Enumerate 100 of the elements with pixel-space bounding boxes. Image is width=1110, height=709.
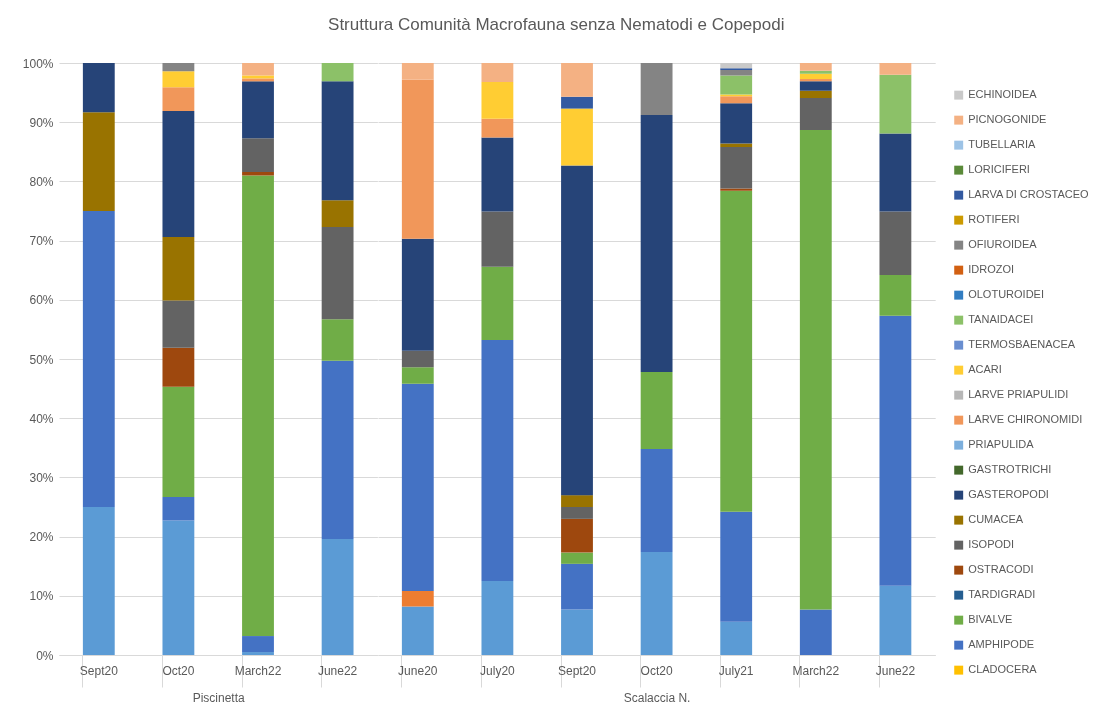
legend-label: OFIUROIDEA <box>968 238 1038 251</box>
bar <box>162 520 195 655</box>
bar <box>879 133 912 212</box>
bar <box>879 274 912 316</box>
bar <box>879 63 912 75</box>
x-tick-label: July21 <box>718 663 754 678</box>
bar <box>799 609 832 655</box>
bar <box>321 200 354 227</box>
bar <box>481 211 514 267</box>
bar <box>82 112 115 211</box>
bar <box>561 165 593 496</box>
chart-title: Struttura Comunità Macrofauna senza Nematodi e Copepodi <box>328 15 785 34</box>
x-tick-label: March22 <box>792 663 840 678</box>
bar <box>162 300 195 348</box>
legend-label: ROTIFERI <box>968 213 1020 226</box>
legend-label: LARVE PRIAPULIDI <box>968 388 1069 401</box>
x-tick-label: Sept20 <box>79 663 119 678</box>
legend-label: AMPHIPODE <box>968 638 1035 651</box>
bar <box>720 190 753 512</box>
bar <box>720 63 753 69</box>
bar <box>321 226 354 320</box>
x-tick-label: Sept20 <box>557 663 597 678</box>
y-tick-label: 80% <box>29 174 54 189</box>
bar <box>879 211 912 275</box>
legend-label: TERMOSBAENACEA <box>968 338 1076 351</box>
legend-label: PICNOGONIDE <box>968 113 1047 126</box>
x-axis-title: Piscinetta <box>192 691 246 705</box>
legend-label: TARDIGRADI <box>968 588 1036 601</box>
bar <box>242 63 274 76</box>
y-tick-label: 50% <box>29 352 54 367</box>
bar <box>799 73 832 79</box>
legend-label: CUMACEA <box>968 513 1024 526</box>
bar <box>481 581 514 655</box>
legend-label: BIVALVE <box>968 613 1013 626</box>
legend-label: GASTEROPODI <box>968 488 1049 501</box>
bar <box>401 383 434 592</box>
bar <box>720 96 753 104</box>
bar <box>561 63 593 97</box>
legend-label: TUBELLARIA <box>968 138 1037 151</box>
bar <box>481 118 514 138</box>
bar <box>799 97 832 130</box>
bar <box>720 511 753 622</box>
bar <box>879 315 912 586</box>
legend-label: LORICIFERI <box>968 163 1030 176</box>
bar <box>481 63 514 82</box>
bar <box>640 372 673 449</box>
bar <box>720 147 753 189</box>
bar <box>321 81 354 201</box>
legend-label: OLOTUROIDEI <box>968 288 1044 301</box>
bar <box>561 563 593 610</box>
bar <box>640 63 673 116</box>
bar <box>401 63 434 80</box>
bar <box>162 386 195 497</box>
y-tick-label: 40% <box>29 411 54 426</box>
x-tick-label: Oct20 <box>640 663 673 678</box>
bar <box>162 347 195 387</box>
x-tick-label: June22 <box>875 663 916 678</box>
legend-label: ECHINOIDEA <box>968 88 1038 101</box>
y-tick-label: 10% <box>29 589 54 604</box>
bar <box>561 518 593 553</box>
legend-label: GASTROTRICHI <box>968 463 1052 476</box>
bar <box>799 81 832 91</box>
x-tick-label: June20 <box>398 663 438 678</box>
bar <box>162 237 195 301</box>
y-tick-label: 70% <box>29 234 54 249</box>
bar <box>401 238 434 351</box>
bar <box>321 360 354 539</box>
x-tick-label: Oct20 <box>162 663 195 678</box>
bar <box>879 74 912 134</box>
bar <box>799 63 832 71</box>
legend-label: TANAIDACEI <box>968 313 1034 326</box>
x-axis-title: Scalaccia N. <box>623 691 691 705</box>
x-tick-label: July20 <box>480 663 516 678</box>
bar <box>561 96 593 109</box>
bar <box>162 496 195 521</box>
bar <box>481 137 514 212</box>
bar <box>242 636 274 653</box>
bar <box>799 90 832 98</box>
legend-label: LARVA DI CROSTACEO <box>968 188 1090 201</box>
legend-label: OSTRACODI <box>968 563 1034 576</box>
bar <box>481 340 514 581</box>
bar <box>82 507 115 655</box>
bar <box>82 211 115 507</box>
bar <box>242 652 274 655</box>
bar <box>481 81 514 119</box>
bar <box>321 319 354 361</box>
legend-label: CLADOCERA <box>968 663 1038 676</box>
y-tick-label: 90% <box>29 115 54 130</box>
bar <box>640 448 673 552</box>
y-tick-label: 100% <box>22 56 54 71</box>
bar <box>242 175 274 637</box>
bar <box>879 585 912 655</box>
bar <box>401 606 434 655</box>
y-tick-label: 60% <box>29 293 54 308</box>
x-tick-label: June22 <box>317 663 358 678</box>
y-tick-label: 30% <box>29 470 54 485</box>
bar <box>561 552 593 564</box>
bar <box>561 495 593 507</box>
legend-label: LARVE CHIRONOMIDI <box>968 413 1083 426</box>
bar <box>799 70 832 74</box>
